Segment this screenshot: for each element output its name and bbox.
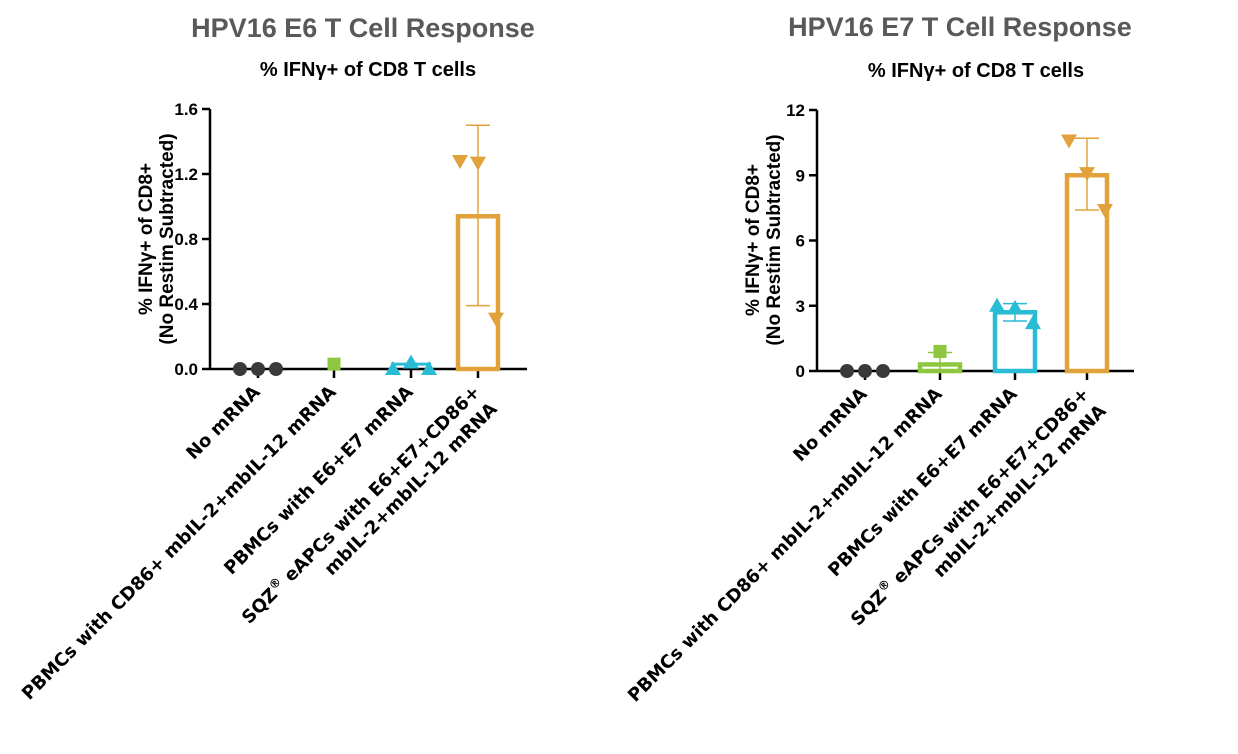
y-axis-label: % IFNγ+ of CD8+(No Restim Subtracted) <box>136 133 178 344</box>
y-tick-label: 0 <box>796 362 805 381</box>
data-point <box>403 354 419 369</box>
data-point <box>1007 299 1023 314</box>
x-category-label: PBMCs with CD86+ mbIL-2+mbIL-12 mRNA <box>18 382 341 705</box>
data-point <box>840 364 854 378</box>
y-tick-label: 1.6 <box>174 100 198 119</box>
chart-subtitle: % IFNγ+ of CD8 T cells <box>260 59 476 81</box>
chart-subtitle: % IFNγ+ of CD8 T cells <box>868 60 1084 82</box>
chart-2: HPV16 E7 T Cell Response % IFNγ+ of CD8 T… <box>624 12 1134 706</box>
data-point <box>488 312 504 327</box>
x-category-label: No mRNA <box>789 384 871 466</box>
y-axis-label-line: (No Restim Subtracted) <box>764 134 785 345</box>
data-point <box>1025 315 1041 330</box>
data-point <box>452 155 468 169</box>
y-axis-label-line: % IFNγ+ of CD8+ <box>136 163 157 315</box>
x-category-label: mbIL-2+mbIL-12 mRNA <box>320 399 501 580</box>
data-point <box>1097 204 1113 219</box>
data-point <box>251 362 265 376</box>
x-category-label: SQZ® eAPCs with E6+E7+CD86+ <box>237 380 485 628</box>
y-tick-label: 1.2 <box>174 165 198 184</box>
chart-title: HPV16 E6 T Cell Response <box>191 13 535 43</box>
y-tick-label: 0.4 <box>174 295 198 314</box>
data-point <box>876 364 890 378</box>
y-tick-label: 0.0 <box>174 360 198 379</box>
y-axis-label-line: (No Restim Subtracted) <box>157 133 178 344</box>
data-point <box>933 344 947 358</box>
y-tick-label: 0.8 <box>174 230 198 249</box>
data-point <box>1061 134 1077 149</box>
data-point <box>327 357 341 371</box>
x-category-label: PBMCs with CD86+ mbIL-2+mbIL-12 mRNA <box>624 384 947 707</box>
data-point <box>385 361 401 375</box>
y-axis-label-line: % IFNγ+ of CD8+ <box>743 164 764 316</box>
chart-title: HPV16 E7 T Cell Response <box>788 12 1132 42</box>
data-point <box>1079 167 1095 182</box>
data-point <box>858 364 872 378</box>
y-tick-label: 9 <box>796 166 805 185</box>
y-axis-label: % IFNγ+ of CD8+(No Restim Subtracted) <box>743 134 785 345</box>
data-point <box>233 362 247 376</box>
data-point <box>269 362 283 376</box>
chart-1: HPV16 E6 T Cell Response % IFNγ+ of CD8 T… <box>18 13 535 704</box>
x-category-label: mbIL-2+mbIL-12 mRNA <box>929 401 1110 582</box>
data-point <box>421 361 437 375</box>
x-category-label: No mRNA <box>182 382 264 464</box>
y-tick-label: 12 <box>786 101 805 120</box>
y-tick-label: 6 <box>796 232 805 251</box>
data-point <box>470 156 486 171</box>
data-point <box>989 297 1005 312</box>
y-tick-label: 3 <box>796 297 805 316</box>
